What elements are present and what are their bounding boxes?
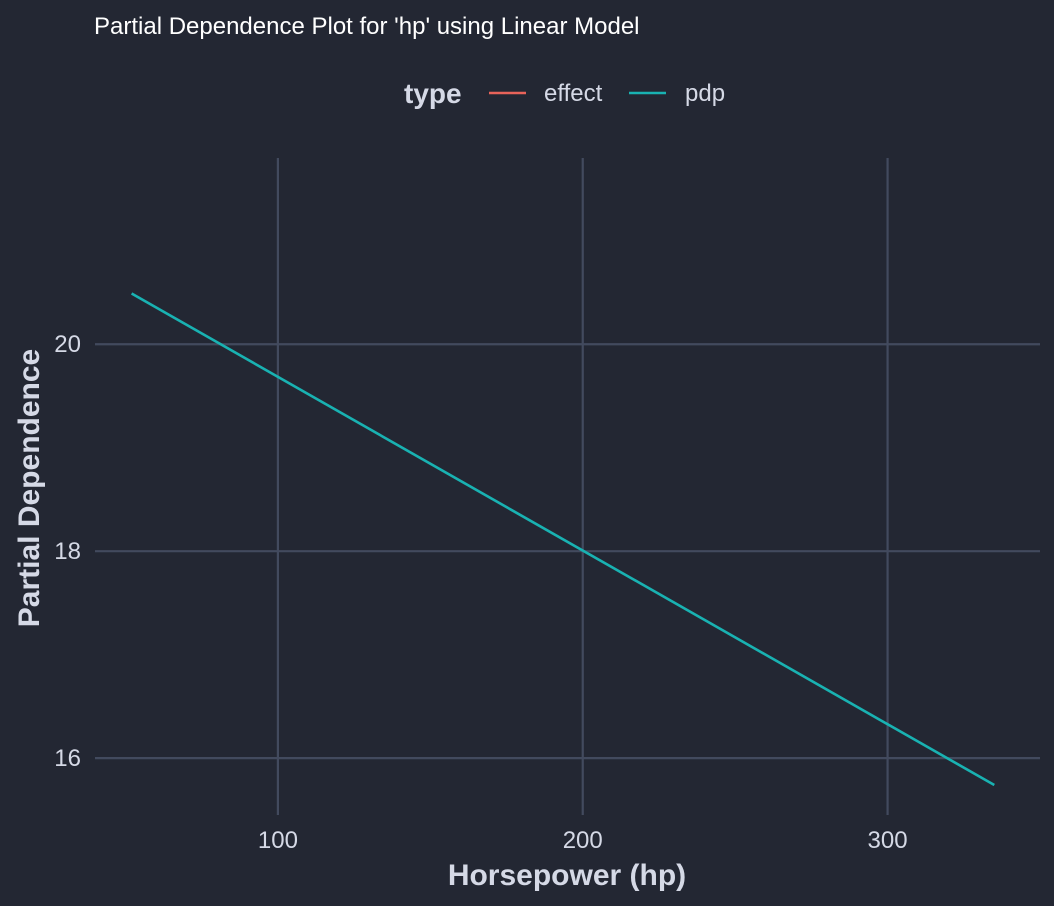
y-tick-label: 16 <box>54 745 81 772</box>
legend-label-effect: effect <box>544 80 603 107</box>
legend: type effect pdp <box>404 78 725 109</box>
legend-label-pdp: pdp <box>685 80 725 107</box>
x-tick-label: 200 <box>563 827 603 854</box>
series-layer <box>130 292 995 787</box>
y-tick-label: 20 <box>54 331 81 358</box>
legend-title: type <box>404 78 462 109</box>
x-tick-label: 300 <box>868 827 908 854</box>
y-tick-label: 18 <box>54 538 81 565</box>
x-axis-title: Horsepower (hp) <box>448 859 686 892</box>
x-tick-label: 100 <box>258 827 298 854</box>
series-line-pdp <box>130 292 995 787</box>
chart-title: Partial Dependence Plot for 'hp' using L… <box>94 13 640 40</box>
grid <box>95 158 1040 815</box>
y-axis-title: Partial Dependence <box>13 349 46 627</box>
tick-labels: 100 200 300 16 18 20 <box>54 331 907 854</box>
